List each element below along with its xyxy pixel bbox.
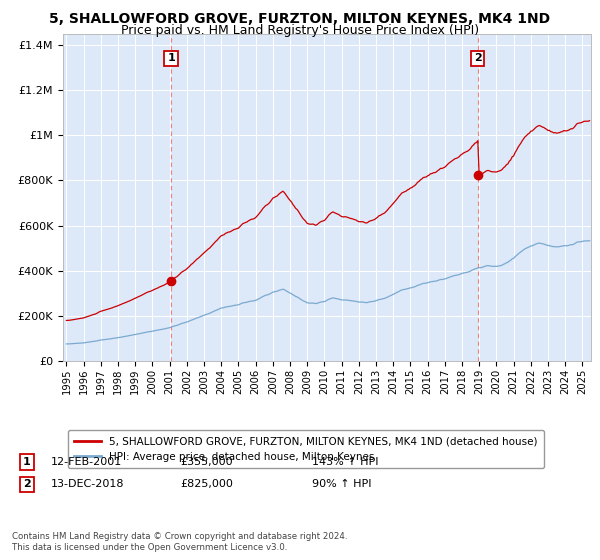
Text: 90% ↑ HPI: 90% ↑ HPI: [312, 479, 371, 489]
Text: Contains HM Land Registry data © Crown copyright and database right 2024.
This d: Contains HM Land Registry data © Crown c…: [12, 532, 347, 552]
Text: £825,000: £825,000: [180, 479, 233, 489]
Text: 12-FEB-2001: 12-FEB-2001: [51, 457, 122, 467]
Text: 13-DEC-2018: 13-DEC-2018: [51, 479, 125, 489]
Text: £355,000: £355,000: [180, 457, 233, 467]
Text: 5, SHALLOWFORD GROVE, FURZTON, MILTON KEYNES, MK4 1ND: 5, SHALLOWFORD GROVE, FURZTON, MILTON KE…: [49, 12, 551, 26]
Text: 2: 2: [23, 479, 31, 489]
Text: 2: 2: [474, 53, 482, 63]
Legend: 5, SHALLOWFORD GROVE, FURZTON, MILTON KEYNES, MK4 1ND (detached house), HPI: Ave: 5, SHALLOWFORD GROVE, FURZTON, MILTON KE…: [68, 430, 544, 468]
Text: 143% ↑ HPI: 143% ↑ HPI: [312, 457, 379, 467]
Text: Price paid vs. HM Land Registry's House Price Index (HPI): Price paid vs. HM Land Registry's House …: [121, 24, 479, 36]
Text: 1: 1: [23, 457, 31, 467]
Text: 1: 1: [167, 53, 175, 63]
